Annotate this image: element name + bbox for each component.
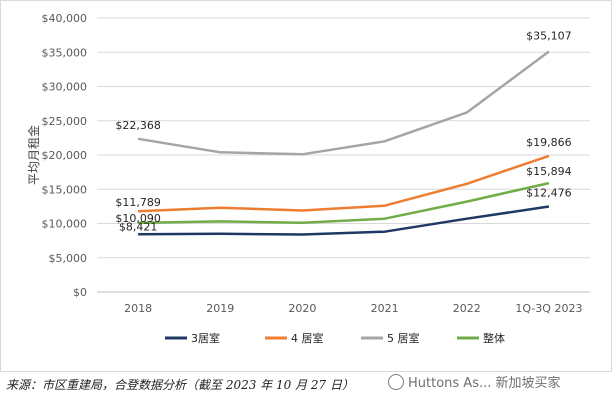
series-lines: [137, 50, 550, 236]
series-line: [138, 181, 550, 225]
data-label: $12,476: [526, 187, 572, 200]
y-tick-label: $35,000: [42, 46, 88, 59]
y-axis-ticks: $0 $5,000 $10,000 $15,000 $20,000 $25,000 $30,…: [42, 12, 88, 299]
x-tick-label: 2018: [124, 302, 152, 315]
data-labels: $22,368 $35,107 $11,789 $10,090$8,421 $19,86…: [115, 30, 571, 234]
x-tick-label: 2022: [453, 302, 481, 315]
y-tick-label: $15,000: [42, 183, 88, 196]
legend: 3居室 4 居室 5 居室 整体: [165, 331, 505, 345]
data-label: $22,368: [115, 119, 161, 132]
line-chart: $0 $5,000 $10,000 $15,000 $20,000 $25,000 $30,…: [26, 12, 590, 345]
x-tick-label: 1Q-3Q 2023: [515, 302, 582, 315]
x-tick-label: 2021: [371, 302, 399, 315]
watermark-text: Huttons As... 新加坡买家: [408, 376, 561, 391]
legend-label: 4 居室: [291, 331, 324, 345]
y-tick-label: $30,000: [42, 81, 88, 94]
series-line: [138, 205, 550, 236]
watermark: Huttons As... 新加坡买家: [388, 372, 561, 391]
source-note: 来源：市区重建局，合登数据分析（截至 2023 年 10 月 27 日）: [6, 378, 354, 392]
legend-label: 5 居室: [387, 331, 420, 345]
y-tick-label: $10,000: [42, 218, 88, 231]
grid-lines: [97, 17, 590, 293]
data-label: $8,421: [119, 220, 158, 233]
series-line: [138, 154, 550, 213]
data-label: $35,107: [526, 30, 572, 43]
data-label: $19,866: [526, 136, 572, 149]
y-tick-label: $40,000: [42, 12, 88, 25]
series-line: [137, 50, 550, 156]
y-tick-label: $25,000: [42, 115, 88, 128]
x-axis-ticks: 2018 2019 2020 2021 2022 1Q-3Q 2023: [124, 302, 582, 315]
y-axis-label: 平均月租金: [26, 125, 41, 185]
data-label: $10,090: [115, 212, 161, 225]
legend-label: 整体: [483, 331, 505, 345]
wechat-icon: [388, 373, 404, 390]
y-tick-label: $0: [73, 286, 87, 299]
y-tick-label: $20,000: [42, 149, 88, 162]
x-tick-label: 2019: [206, 302, 234, 315]
x-tick-label: 2020: [288, 302, 316, 315]
y-tick-label: $5,000: [49, 252, 88, 265]
legend-label: 3居室: [191, 331, 220, 345]
data-label: $15,894: [526, 165, 572, 178]
data-label: $11,789: [115, 196, 161, 209]
